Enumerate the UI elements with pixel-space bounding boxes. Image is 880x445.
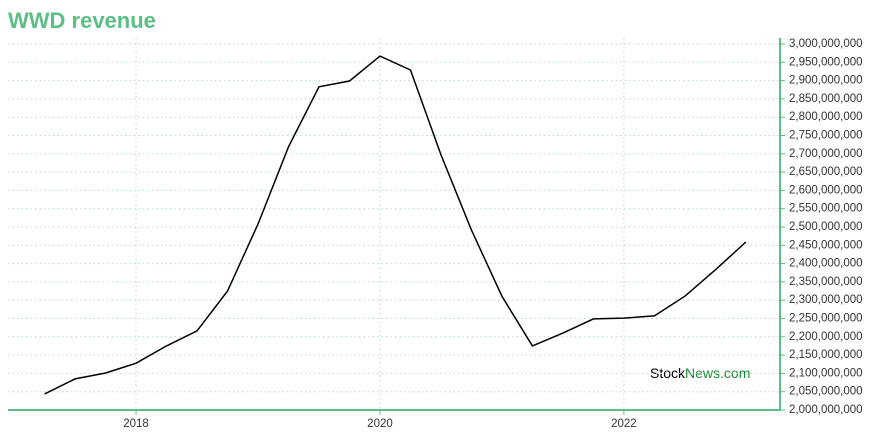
y-tick-label: 2,550,000,000 [789, 203, 863, 215]
y-tick-label: 2,100,000,000 [789, 367, 863, 379]
y-tick-label: 2,150,000,000 [789, 349, 863, 361]
x-tick-label: 2022 [611, 418, 637, 430]
y-tick-label: 2,900,000,000 [789, 75, 863, 87]
y-tick-label: 2,850,000,000 [789, 93, 863, 105]
y-tick-label: 2,200,000,000 [789, 331, 863, 343]
watermark-part: News.com [685, 365, 750, 381]
y-tick-label: 2,050,000,000 [789, 386, 863, 398]
y-tick-label: 2,250,000,000 [789, 313, 863, 325]
y-tick-label: 2,400,000,000 [789, 258, 863, 270]
line-series [44, 55, 747, 395]
y-tick-label: 2,500,000,000 [789, 221, 863, 233]
watermark-part: Stock [650, 365, 686, 381]
y-tick-label: 2,650,000,000 [789, 166, 863, 178]
y-tick-label: 2,350,000,000 [789, 276, 863, 288]
watermark: StockNews.com [650, 365, 750, 381]
chart-title: WWD revenue [8, 8, 156, 33]
y-tick-label: 2,950,000,000 [789, 56, 863, 68]
x-tick-label: 2018 [123, 418, 149, 430]
y-tick-label: 2,300,000,000 [789, 294, 863, 306]
y-tick-label: 2,750,000,000 [789, 130, 863, 142]
y-tick-label: 2,600,000,000 [789, 184, 863, 196]
y-tick-label: 3,000,000,000 [789, 38, 863, 50]
y-tick-label: 2,000,000,000 [789, 404, 863, 416]
y-tick-label: 2,450,000,000 [789, 239, 863, 251]
x-tick-label: 2020 [367, 418, 393, 430]
y-tick-label: 2,800,000,000 [789, 111, 863, 123]
y-tick-label: 2,700,000,000 [789, 148, 863, 160]
